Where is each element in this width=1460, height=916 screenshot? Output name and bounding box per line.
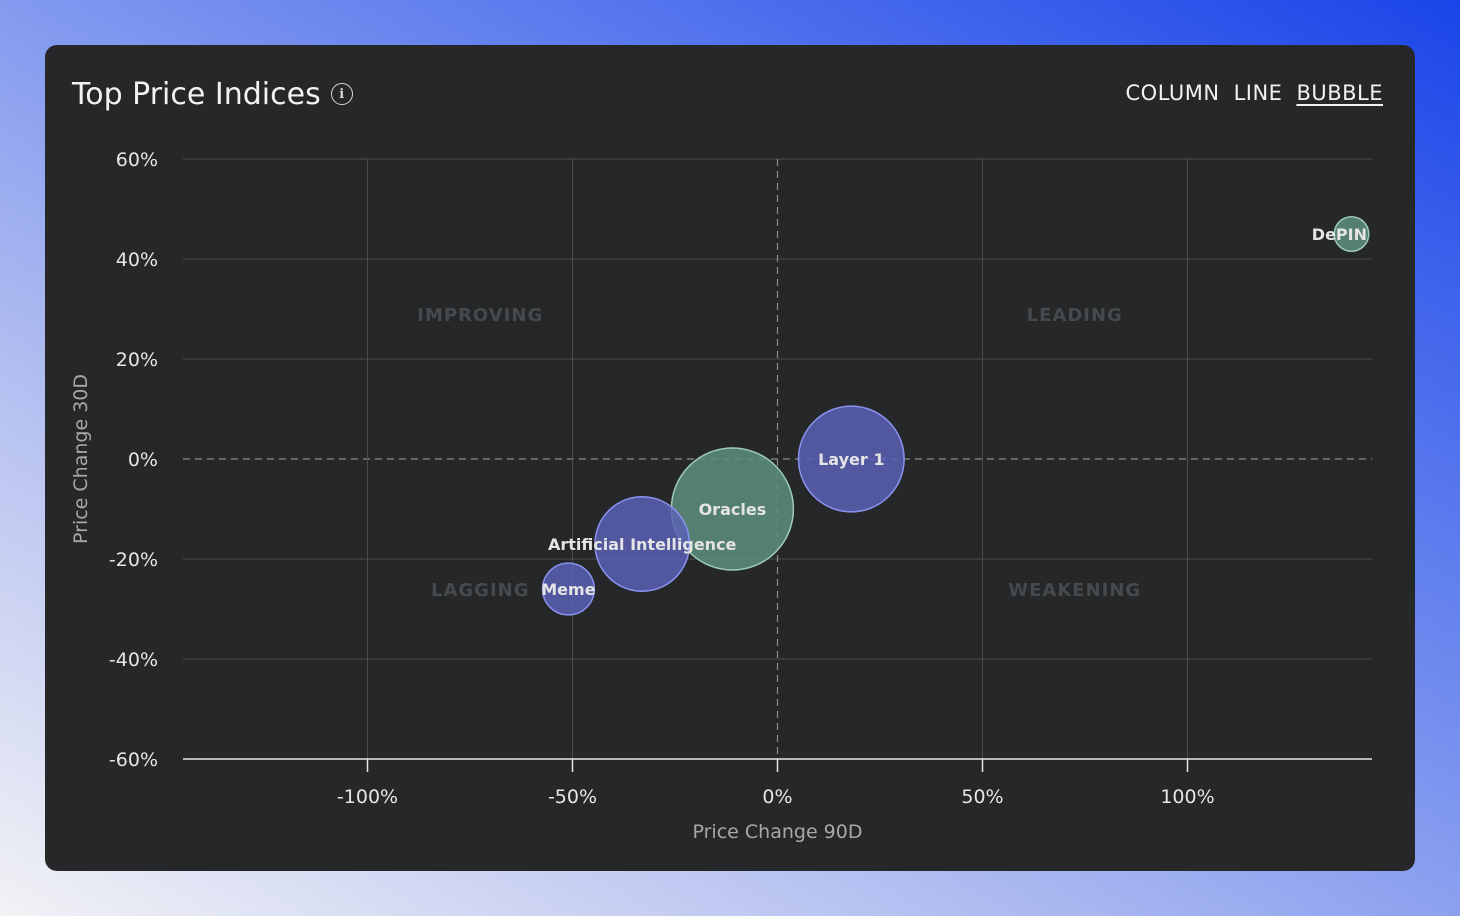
y-tick-label: -60% — [109, 749, 158, 771]
y-tick-label: 40% — [116, 249, 158, 271]
quadrant-label: LEADING — [1027, 305, 1123, 326]
bubble-label: Meme — [541, 580, 595, 599]
y-tick-label: -40% — [109, 649, 158, 671]
quadrant-labels: IMPROVING LEADING LAGGING WEAKENING — [417, 305, 1141, 601]
y-tick-label: 60% — [116, 149, 158, 171]
y-tick-label: 0% — [128, 449, 158, 471]
bubble-label: Artificial Intelligence — [548, 535, 737, 554]
y-axis-title: Price Change 30D — [70, 374, 92, 544]
x-tick-label: 0% — [762, 786, 792, 808]
bubble-label: DePIN — [1312, 225, 1367, 244]
axis-layer: 60% 40% 20% 0% -20% -40% -60% -100% -50% 0% 50% 100… — [70, 149, 1372, 843]
bubble-layer — [541, 215, 1370, 616]
x-tick-label: -100% — [337, 786, 398, 808]
bubble-toggle[interactable]: BUBBLE — [1296, 81, 1383, 105]
bubble-label: Oracles — [699, 500, 767, 519]
quadrant-label: WEAKENING — [1008, 580, 1141, 601]
x-tick-label: -50% — [548, 786, 597, 808]
quadrant-label: LAGGING — [431, 580, 530, 601]
column-toggle[interactable]: COLUMN — [1125, 81, 1220, 105]
quadrant-label: IMPROVING — [417, 305, 543, 326]
x-tick-label: 50% — [961, 786, 1003, 808]
bubble-point — [797, 405, 905, 513]
info-icon[interactable]: i — [330, 83, 353, 105]
chart-header: Top Price Indices i — [72, 73, 353, 115]
bubble-point — [541, 562, 596, 616]
y-tick-label: 20% — [116, 349, 158, 371]
bubble-labels: DePIN Layer 1 Oracles Artificial Intelligen… — [541, 225, 1367, 599]
bubble-point — [1333, 215, 1370, 253]
y-tick-label: -20% — [109, 549, 158, 571]
bubble-point — [594, 495, 691, 593]
bubble-label: Layer 1 — [818, 450, 884, 469]
chart-type-toggle: COLUMN LINE BUBBLE — [1126, 81, 1383, 105]
x-tick-label: 100% — [1160, 786, 1214, 808]
chart-card: Top Price Indices i COLUMN LINE BUBBLE I… — [45, 45, 1415, 871]
x-axis-title: Price Change 90D — [693, 821, 863, 843]
chart-title: Top Price Indices — [72, 76, 321, 112]
bubble-chart: IMPROVING LEADING LAGGING WEAKENING DePIN La… — [70, 149, 1372, 843]
line-toggle[interactable]: LINE — [1233, 81, 1283, 105]
grid-layer — [183, 158, 1372, 759]
